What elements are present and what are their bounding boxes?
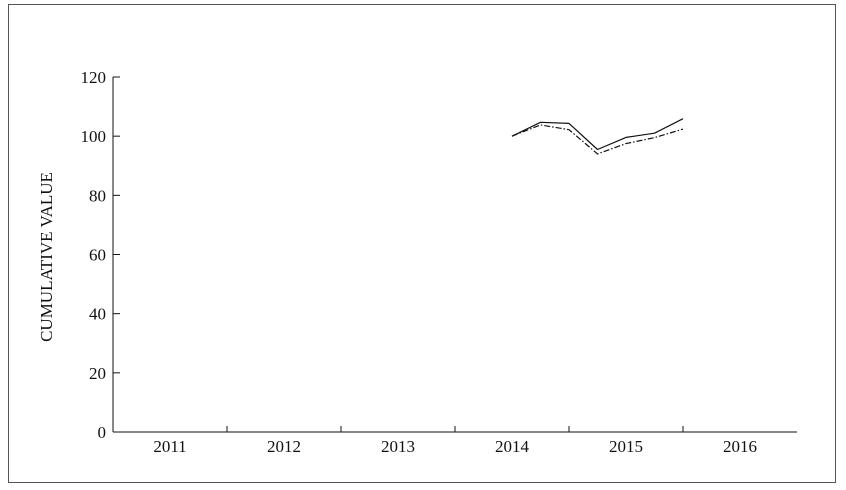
x-tick-label: 2014 [495, 437, 530, 456]
series-line-2 [511, 124, 684, 155]
series-line-1 [511, 118, 684, 151]
x-tick-label: 2016 [723, 437, 757, 456]
y-tick-label: 20 [89, 364, 106, 383]
series-lines [511, 118, 684, 155]
x-tick-label: 2012 [267, 437, 301, 456]
y-tick-label: 100 [81, 127, 107, 146]
x-tick-label: 2011 [153, 437, 186, 456]
x-ticks: 2011 2012 2013 2014 2015 2016 [153, 426, 757, 456]
y-ticks: 0 20 40 60 80 100 120 [81, 68, 120, 442]
x-tick-label: 2013 [381, 437, 415, 456]
y-tick-label: 40 [89, 305, 106, 324]
y-tick-label: 120 [81, 68, 107, 87]
x-tick-label: 2015 [609, 437, 643, 456]
y-tick-label: 60 [89, 246, 106, 265]
y-tick-label: 0 [98, 423, 107, 442]
chart-frame [8, 4, 836, 483]
y-tick-label: 80 [89, 186, 106, 205]
y-axis-label: CUMULATIVE VALUE [37, 172, 56, 342]
axes [112, 77, 797, 433]
